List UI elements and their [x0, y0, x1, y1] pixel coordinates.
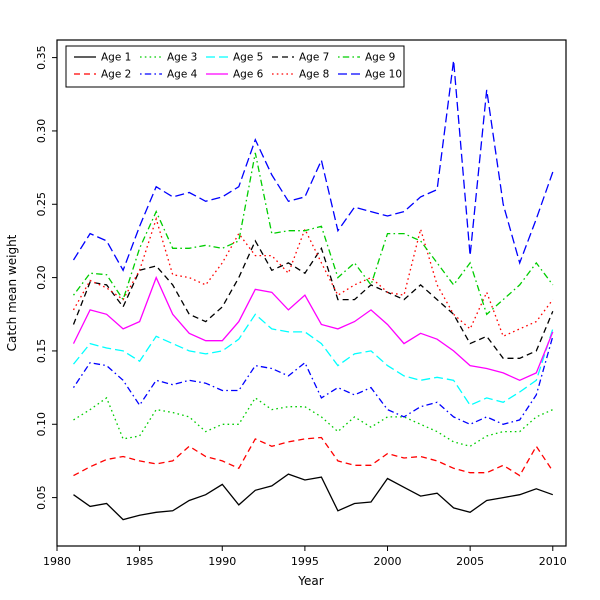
x-tick-label: 2010 [539, 555, 567, 568]
legend-label-age-8: Age 8 [299, 69, 329, 81]
y-axis-title: Catch mean weight [5, 234, 19, 351]
y-tick-label: 0.35 [35, 45, 48, 70]
legend-label-age-3: Age 3 [167, 52, 197, 64]
legend-label-age-9: Age 9 [365, 52, 395, 64]
series-line-age-10 [72, 60, 554, 272]
x-tick-label: 2005 [456, 555, 484, 568]
y-tick-label: 0.15 [35, 339, 48, 364]
series-line-age-1 [73, 473, 554, 521]
legend-label-age-4: Age 4 [167, 69, 198, 81]
y-tick-label: 0.30 [35, 119, 48, 144]
x-tick-label: 2000 [374, 555, 402, 568]
y-tick-label: 0.25 [35, 192, 48, 217]
plot-border [56, 39, 567, 547]
series-line-age-3 [73, 396, 554, 448]
y-tick-label: 0.05 [35, 485, 48, 510]
series-line-age-2 [73, 436, 554, 477]
legend-label-age-10: Age 10 [365, 69, 402, 81]
series-line-age-7 [72, 239, 554, 359]
legend-label-age-2: Age 2 [101, 69, 131, 81]
legend-label-age-7: Age 7 [299, 52, 329, 64]
y-tick-label: 0.10 [35, 412, 48, 437]
series-line-age-5 [72, 313, 554, 407]
legend-box [65, 45, 405, 88]
y-tick-label: 0.20 [35, 265, 48, 290]
legend-label-age-5: Age 5 [233, 52, 263, 64]
x-tick-label: 1990 [208, 555, 236, 568]
x-axis-title: Year [297, 574, 323, 588]
legend-label-age-1: Age 1 [101, 52, 131, 64]
series-line-age-6 [72, 275, 554, 382]
series-line-age-9 [72, 152, 554, 316]
legend-label-age-6: Age 6 [233, 69, 264, 81]
series-line-age-4 [72, 336, 554, 426]
x-tick-label: 1995 [291, 555, 319, 568]
series-line-age-8 [72, 216, 554, 338]
x-tick-label: 1980 [43, 555, 71, 568]
x-tick-label: 1985 [126, 555, 154, 568]
